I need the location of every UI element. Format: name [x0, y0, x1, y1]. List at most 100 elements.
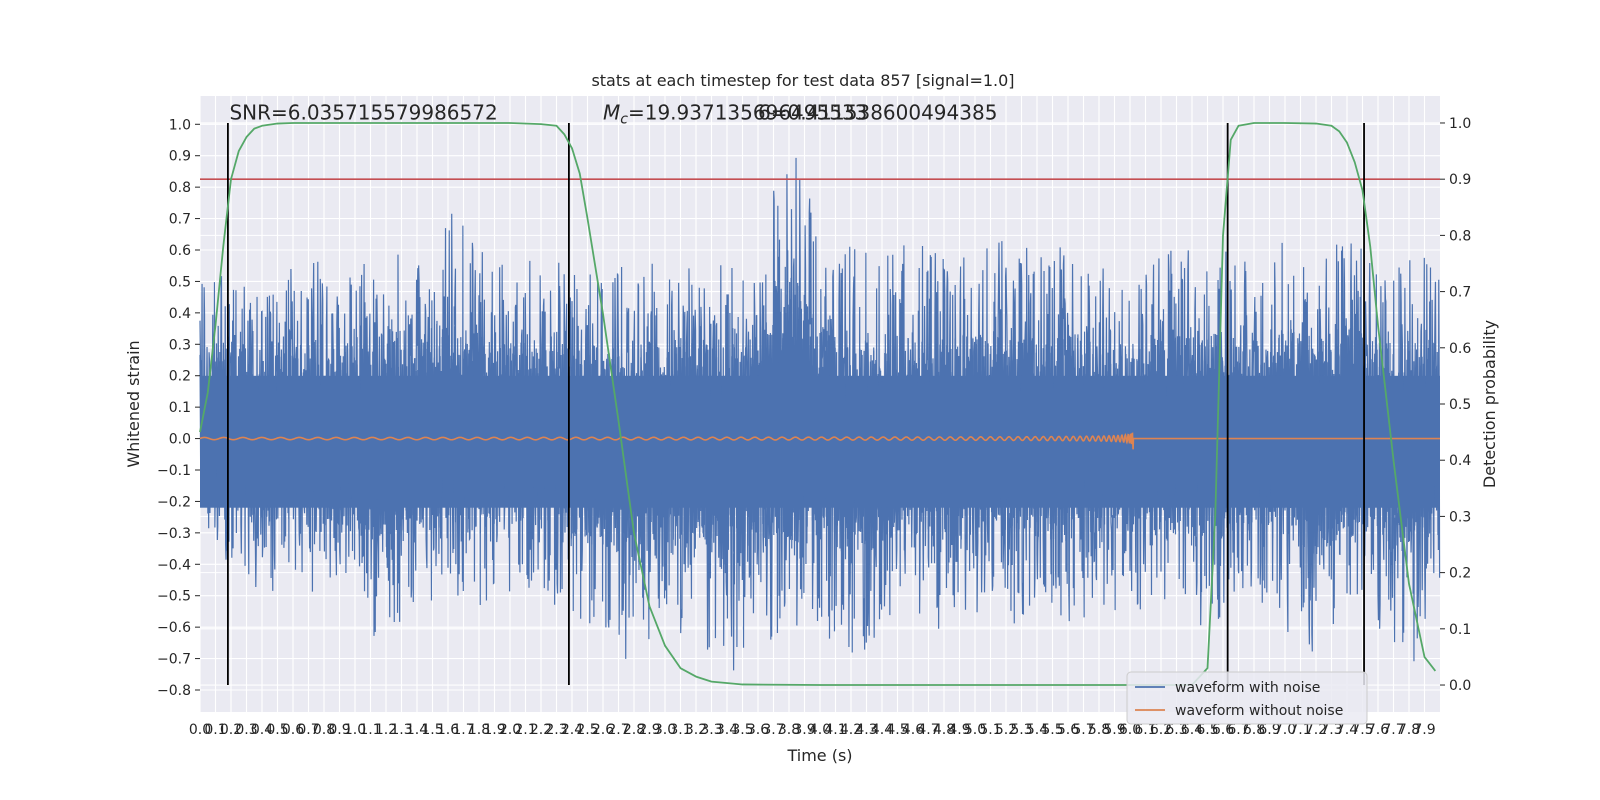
x-tick-label: 2.5: [576, 722, 598, 738]
x-tick-label: 1.1: [359, 722, 381, 738]
y-right-tick-label: 0.4: [1449, 453, 1471, 469]
x-tick-label: 3.2: [685, 722, 707, 738]
x-tick-label: 1.9: [483, 722, 505, 738]
legend-entry: waveform with noise: [1175, 680, 1320, 696]
x-tick-label: 6.2: [1150, 722, 1172, 738]
y-right-tick-label: 0.8: [1449, 228, 1471, 244]
x-tick-label: 6.9: [1258, 722, 1280, 738]
x-tick-label: 4.1: [824, 722, 846, 738]
x-tick-label: 1.2: [375, 722, 397, 738]
x-tick-label: 3.9: [793, 722, 815, 738]
annotation-text: SNR=6.035715579986572: [229, 101, 497, 125]
annotations: SNR=6.035715579986572 Mc=19.9371356964955…: [229, 101, 997, 128]
y-left-tick-label: 0.8: [169, 180, 191, 196]
x-tick-label: 7.2: [1305, 722, 1327, 738]
x-tick-label: 7.9: [1413, 722, 1435, 738]
y-right-tick-label: 0.0: [1449, 678, 1471, 694]
x-tick-label: 3.4: [716, 722, 738, 738]
y-left-tick-label: 0.6: [169, 243, 191, 259]
x-tick-label: 6.8: [1243, 722, 1265, 738]
x-tick-label: 5.6: [1057, 722, 1079, 738]
x-tick-label: 7.6: [1367, 722, 1389, 738]
annotation-text: 6=0.411538600494385: [758, 101, 997, 125]
right-y-axis-ticks: 0.0 0.1 0.2 0.3 0.4 0.5 0.6 0.7 0.8 0.9 1.0: [1440, 116, 1471, 694]
x-tick-label: 4.7: [917, 722, 939, 738]
x-tick-label: 4.0: [809, 722, 831, 738]
x-tick-label: 5.9: [1103, 722, 1125, 738]
x-tick-label: 5.5: [1041, 722, 1063, 738]
x-tick-label: 3.8: [778, 722, 800, 738]
y-left-tick-label: 0.5: [169, 274, 191, 290]
x-tick-label: 6.6: [1212, 722, 1234, 738]
series-waveform-without-noise: [199, 432, 1440, 450]
y-right-tick-label: 0.1: [1449, 622, 1471, 638]
x-tick-label: 7.5: [1351, 722, 1373, 738]
y-left-tick-label: 0.2: [169, 369, 191, 385]
x-tick-label: 1.5: [421, 722, 443, 738]
x-tick-label: 1.4: [406, 722, 428, 738]
x-tick-label: 0.8: [313, 722, 335, 738]
x-tick-label: 3.5: [731, 722, 753, 738]
x-tick-label: 4.6: [902, 722, 924, 738]
y-right-tick-label: 0.6: [1449, 341, 1471, 357]
legend: waveform with noise waveform without nois…: [1126, 671, 1368, 725]
x-tick-label: 1.8: [468, 722, 490, 738]
x-tick-label: 5.1: [979, 722, 1001, 738]
x-tick-label: 7.1: [1289, 722, 1311, 738]
x-tick-label: 7.3: [1320, 722, 1342, 738]
x-tick-label: 6.4: [1181, 722, 1203, 738]
x-tick-label: 7.7: [1382, 722, 1404, 738]
x-tick-label: 5.2: [995, 722, 1017, 738]
x-axis-label: Time (s): [786, 746, 852, 765]
y-right-tick-label: 0.7: [1449, 285, 1471, 301]
x-tick-label: 4.9: [948, 722, 970, 738]
x-tick-label: 2.1: [514, 722, 536, 738]
x-tick-label: 3.6: [747, 722, 769, 738]
y-left-tick-label: 0.1: [169, 400, 191, 416]
annotation-text: Mc=19.937135696495533: [603, 101, 867, 128]
x-tick-label: 2.0: [499, 722, 521, 738]
y-right-tick-label: 0.3: [1449, 509, 1471, 525]
x-tick-label: 5.8: [1088, 722, 1110, 738]
x-tick-label: 6.0: [1119, 722, 1141, 738]
chart-title: stats at each timestep for test data 857…: [591, 71, 1014, 90]
x-tick-label: 4.4: [871, 722, 893, 738]
x-tick-label: 5.0: [964, 722, 986, 738]
y-left-tick-label: −0.3: [157, 526, 191, 542]
x-tick-label: 2.2: [530, 722, 552, 738]
x-tick-label: 1.7: [452, 722, 474, 738]
x-tick-label: 5.4: [1026, 722, 1048, 738]
series-detection-probability: [199, 122, 1437, 686]
x-tick-label: 4.5: [886, 722, 908, 738]
x-tick-label: 3.7: [762, 722, 784, 738]
x-tick-label: 7.0: [1274, 722, 1296, 738]
x-tick-label: 3.3: [700, 722, 722, 738]
x-tick-label: 3.0: [654, 722, 676, 738]
x-tick-label: 0.2: [220, 722, 242, 738]
x-tick-label: 0.9: [328, 722, 350, 738]
y-left-tick-label: −0.5: [157, 589, 191, 605]
series-waveform-with-noise-core: [199, 277, 1440, 570]
legend-box: [1126, 671, 1368, 725]
y-right-tick-label: 0.2: [1449, 566, 1471, 582]
x-tick-label: 5.3: [1010, 722, 1032, 738]
x-tick-label: 2.4: [561, 722, 583, 738]
y-left-tick-label: −0.4: [157, 557, 191, 573]
y-left-tick-label: −0.7: [157, 652, 191, 668]
x-tick-label: 1.6: [437, 722, 459, 738]
x-tick-label: 7.8: [1398, 722, 1420, 738]
x-tick-label: 0.7: [297, 722, 319, 738]
x-tick-label: 3.1: [669, 722, 691, 738]
y-left-tick-label: 0.9: [169, 149, 191, 165]
x-tick-label: 1.3: [390, 722, 412, 738]
y-left-tick-label: 0.7: [169, 212, 191, 228]
y-left-tick-label: −0.8: [157, 683, 191, 699]
x-tick-label: 0.6: [282, 722, 304, 738]
x-tick-label: 4.2: [840, 722, 862, 738]
y-right-tick-label: 1.0: [1449, 116, 1471, 132]
x-tick-label: 2.9: [638, 722, 660, 738]
right-y-axis-label: Detection probability: [1480, 320, 1499, 488]
y-left-tick-label: −0.1: [157, 463, 191, 479]
x-tick-label: 2.3: [545, 722, 567, 738]
